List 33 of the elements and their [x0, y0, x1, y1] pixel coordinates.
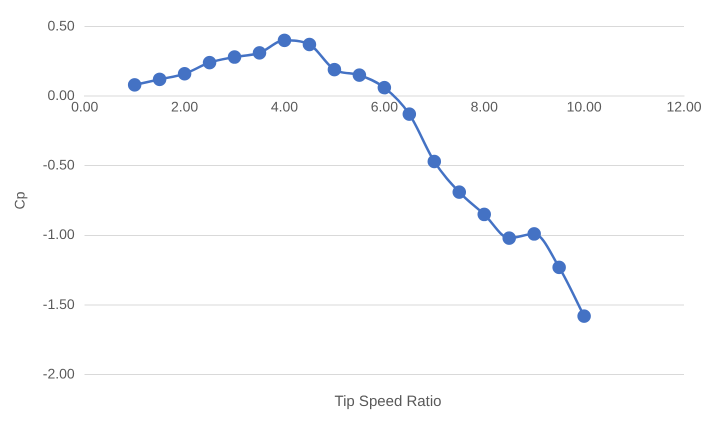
point	[502, 231, 516, 245]
x-axis-title: Tip Speed Ratio	[333, 393, 442, 410]
y-tick-label: -2.00	[42, 365, 75, 382]
y-tick-label: 0.50	[47, 17, 75, 34]
point	[577, 309, 591, 323]
point	[552, 260, 566, 274]
x-tick-label: 4.00	[270, 98, 298, 114]
point	[178, 67, 192, 81]
x-tick-label: 2.00	[170, 98, 198, 114]
x-tick-label: 12.00	[666, 98, 702, 114]
point	[527, 227, 541, 241]
point	[278, 34, 292, 48]
point	[477, 208, 491, 222]
point	[128, 78, 142, 92]
point	[202, 56, 216, 70]
point	[352, 68, 366, 82]
point	[252, 46, 266, 60]
point	[428, 154, 442, 168]
point	[328, 62, 342, 76]
y-tick-label: -1.50	[42, 296, 75, 312]
y-tick-label: -1.00	[42, 226, 75, 242]
point	[378, 80, 392, 94]
point	[402, 107, 416, 121]
y-axis-title: Cp	[11, 191, 28, 210]
point	[452, 185, 466, 199]
y-tick-label: -0.50	[42, 156, 75, 173]
y-tick-label: 0.00	[47, 86, 75, 103]
point	[152, 72, 166, 86]
point	[302, 38, 316, 52]
point	[228, 50, 242, 64]
x-tick-label: 10.00	[566, 98, 602, 114]
x-tick-label: 8.00	[470, 98, 498, 114]
x-tick-label: 6.00	[370, 98, 398, 114]
